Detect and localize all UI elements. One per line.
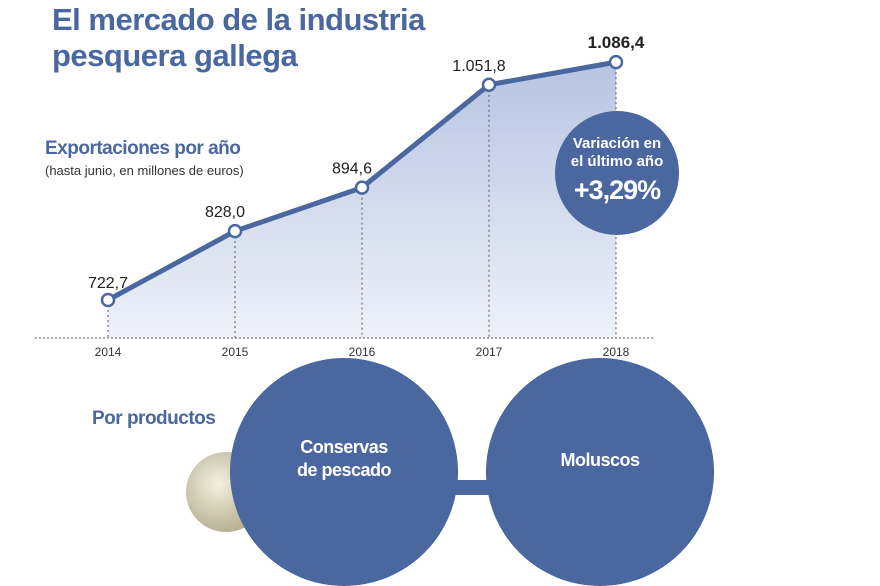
data-point (227, 223, 243, 239)
badge-label-1: Variación en (572, 135, 662, 152)
title-line-2: pesquera gallega (52, 38, 298, 73)
data-label: 722,7 (88, 275, 128, 292)
title-line-1: El mercado de la industria (52, 2, 425, 37)
chart-subtitle: (hasta junio, en millones de euros) (45, 163, 244, 178)
chart-title: Exportaciones por año (45, 138, 241, 159)
connector-bar (450, 480, 495, 495)
x-tick-label: 2015 (222, 345, 249, 359)
product-circle-moluscos: Moluscos (486, 358, 714, 586)
badge-label-2: el último año (570, 153, 664, 170)
exports-chart: 722,7 2014 828,0 2015 894,6 2016 1.051,8 2017 1.… (35, 33, 655, 359)
x-tick-label: 2018 (603, 345, 630, 359)
data-point (354, 180, 370, 195)
product-circle-conservas: Conservas de pescado (230, 358, 458, 586)
products-heading: Por productos (92, 408, 216, 429)
product-label: Conservas (300, 437, 388, 457)
data-label: 1.086,4 (588, 33, 645, 52)
data-point (608, 54, 624, 70)
data-label: 828,0 (205, 204, 245, 221)
product-label: Moluscos (560, 450, 640, 470)
page-title: El mercado de la industria pesquera gall… (52, 2, 425, 74)
badge-value: +3,29% (573, 175, 661, 205)
x-tick-label: 2017 (476, 345, 503, 359)
product-label: de pescado (296, 460, 392, 480)
area-fill (108, 62, 616, 339)
data-label: 894,6 (332, 161, 372, 178)
variation-badge: Variación en el último año +3,29% (555, 111, 679, 235)
data-point (100, 292, 116, 308)
x-tick-label: 2014 (95, 345, 122, 359)
data-label: 1.051,8 (452, 58, 505, 75)
x-tick-label: 2016 (349, 345, 376, 359)
data-point (481, 77, 497, 93)
